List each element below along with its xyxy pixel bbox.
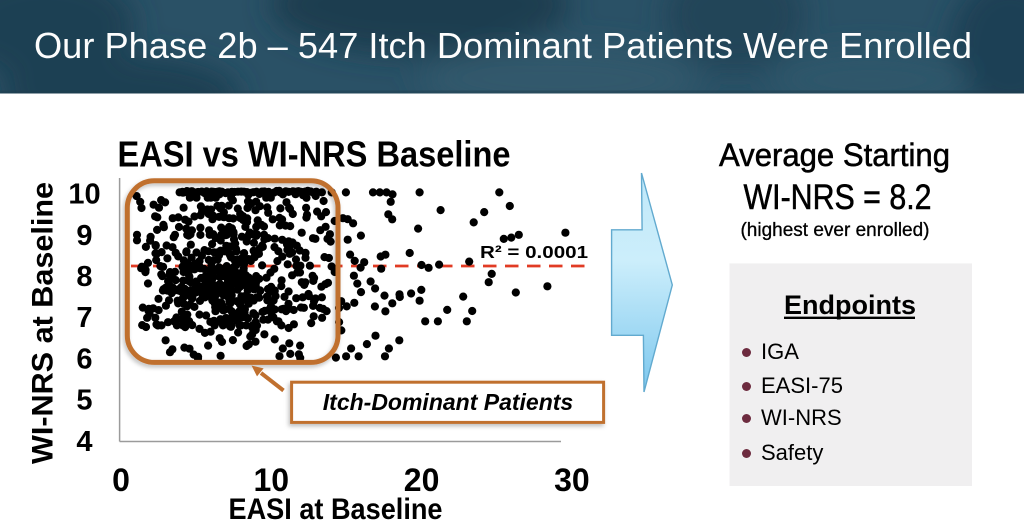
svg-text:IGA: IGA — [761, 339, 799, 364]
svg-text:EASI-75: EASI-75 — [761, 373, 843, 398]
svg-text:Safety: Safety — [761, 440, 823, 465]
svg-text:20: 20 — [404, 462, 440, 498]
svg-text:Endpoints: Endpoints — [784, 290, 916, 320]
svg-text:30: 30 — [554, 462, 590, 498]
svg-text:10: 10 — [254, 462, 290, 498]
svg-text:Itch-Dominant Patients: Itch-Dominant Patients — [323, 389, 573, 415]
svg-text:WI-NRS at Baseline: WI-NRS at Baseline — [27, 182, 60, 464]
svg-text:R² = 0.0001: R² = 0.0001 — [480, 242, 588, 262]
svg-text:10: 10 — [68, 179, 100, 211]
svg-text:7: 7 — [76, 302, 92, 334]
svg-text:Average Starting: Average Starting — [719, 137, 950, 173]
svg-text:4: 4 — [76, 426, 92, 458]
svg-text:Our Phase 2b – 547 Itch Domina: Our Phase 2b – 547 Itch Dominant Patient… — [34, 25, 972, 66]
svg-text:0: 0 — [112, 462, 130, 498]
svg-text:8: 8 — [76, 261, 92, 293]
svg-text:6: 6 — [76, 343, 92, 375]
svg-text:5: 5 — [76, 385, 92, 417]
svg-text:WI-NRS = 8.2: WI-NRS = 8.2 — [744, 178, 932, 217]
svg-text:EASI vs WI-NRS Baseline: EASI vs WI-NRS Baseline — [118, 134, 511, 175]
svg-text:WI-NRS: WI-NRS — [761, 405, 842, 430]
svg-text:9: 9 — [76, 220, 92, 252]
svg-text:(highest ever enrolled): (highest ever enrolled) — [740, 220, 929, 241]
svg-text:EASI at Baseline: EASI at Baseline — [229, 493, 443, 524]
